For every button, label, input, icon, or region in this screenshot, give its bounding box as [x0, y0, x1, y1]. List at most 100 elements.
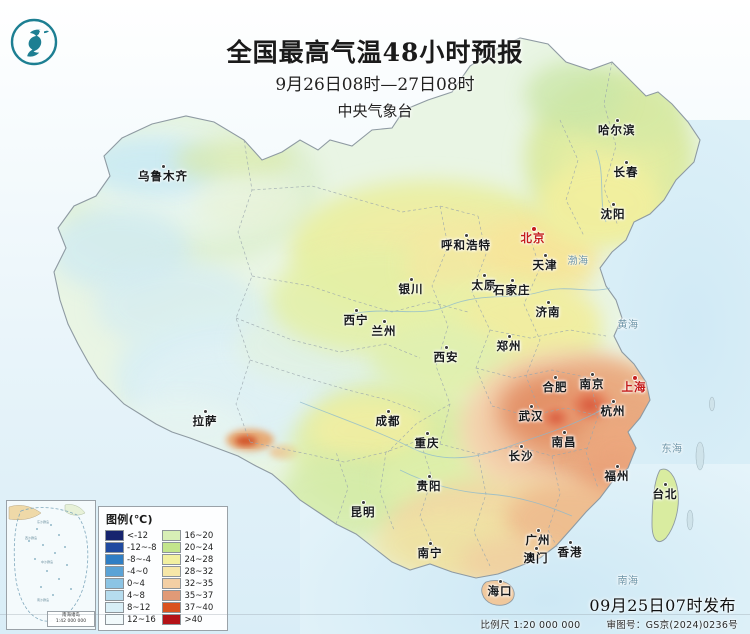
city-label: 呼和浩特	[441, 238, 491, 252]
city-marker-dot	[535, 547, 538, 550]
city-label: 福州	[604, 469, 630, 483]
legend-color-swatch	[162, 566, 182, 577]
city-marker-dot	[633, 376, 637, 380]
svg-text:西沙群岛: 西沙群岛	[25, 535, 37, 540]
city-marker-dot	[554, 376, 557, 379]
legend-row: 35~37	[162, 590, 213, 601]
city-label: 昆明	[350, 505, 376, 519]
legend-range-label: -4~0	[127, 566, 149, 577]
city-label: 银川	[398, 282, 424, 296]
city-label: 香港	[557, 545, 583, 559]
legend-color-swatch	[105, 614, 124, 625]
legend-row: 4~8	[105, 590, 156, 601]
city-marker-dot	[612, 203, 615, 206]
legend-color-swatch	[162, 614, 182, 625]
sea-label: 南海	[617, 576, 639, 587]
legend-color-swatch	[105, 590, 124, 601]
china-national-border	[53, 37, 701, 579]
legend-range-label: -12~-8	[127, 542, 157, 553]
legend-color-swatch	[105, 602, 124, 613]
city-label: 广州	[525, 533, 551, 547]
legend-row: 20~24	[162, 542, 213, 553]
inset-scale-value: 1:42 000 000	[55, 619, 87, 624]
city-marker-dot	[612, 400, 615, 403]
legend-color-swatch	[105, 554, 124, 565]
city-marker-dot	[664, 483, 667, 486]
city-marker-dot	[511, 279, 514, 282]
legend-row: -12~-8	[105, 542, 156, 553]
city-marker-dot	[547, 301, 550, 304]
city-marker-dot	[532, 227, 536, 231]
city-label: 石家庄	[493, 283, 531, 297]
legend-color-swatch	[162, 554, 182, 565]
legend-range-label: 35~37	[184, 590, 214, 601]
legend-color-swatch	[105, 530, 124, 541]
city-label: 太原	[471, 278, 497, 292]
city-marker-dot	[355, 309, 358, 312]
legend-range-label: 0~4	[127, 578, 145, 589]
city-label: 济南	[535, 305, 561, 319]
legend-row: 12~16	[105, 614, 156, 625]
city-marker-dot	[591, 373, 594, 376]
city-label: 沈阳	[600, 207, 626, 221]
issue-time: 09月25日07时发布	[589, 596, 736, 615]
legend-column-warm: 16~20 20~24 24~28 28~32 32~35 35~37 37~40 >40	[162, 530, 213, 625]
city-marker-dot	[569, 541, 572, 544]
city-label: 南京	[579, 377, 605, 391]
city-label: 西安	[433, 350, 459, 364]
city-label: 武汉	[518, 409, 544, 423]
legend-range-label: 16~20	[184, 530, 214, 541]
city-label: 天津	[532, 258, 558, 272]
legend-row: 37~40	[162, 602, 213, 613]
city-marker-dot	[616, 465, 619, 468]
legend-color-swatch	[105, 566, 124, 577]
legend-color-swatch	[162, 530, 182, 541]
legend-range-label: 28~32	[184, 566, 214, 577]
legend-range-label: 4~8	[127, 590, 145, 601]
legend-color-swatch	[162, 602, 182, 613]
sea-label: 东海	[661, 444, 683, 455]
legend-range-label: 24~28	[184, 554, 214, 565]
city-label: 台北	[652, 487, 678, 501]
taiwan-island	[651, 468, 679, 542]
inset-scale-bar: 南海诸岛 1:42 000 000	[47, 611, 95, 627]
footer-bar: 比例尺 1:20 000 000 审图号：GS京(2024)0236号	[0, 614, 750, 634]
legend-row: <-12	[105, 530, 156, 541]
city-marker-dot	[429, 542, 432, 545]
city-label: 哈尔滨	[598, 123, 636, 137]
city-label: 长春	[613, 165, 639, 179]
legend-range-label: 8~12	[127, 602, 151, 613]
legend-row: -8~-4	[105, 554, 156, 565]
legend-row: 8~12	[105, 602, 156, 613]
legend-range-label: >40	[184, 614, 203, 625]
legend-range-label: -8~-4	[127, 554, 152, 565]
city-marker-dot	[563, 431, 566, 434]
sea-label: 黄海	[617, 320, 639, 331]
map-scale: 比例尺 1:20 000 000	[480, 620, 581, 631]
city-marker-dot	[544, 254, 547, 257]
legend-row: 32~35	[162, 578, 213, 589]
city-label: 南昌	[551, 435, 577, 449]
svg-text:东沙群岛: 东沙群岛	[37, 519, 49, 524]
legend-row: 24~28	[162, 554, 213, 565]
city-marker-dot	[387, 410, 390, 413]
legend-row: 16~20	[162, 530, 213, 541]
legend-range-label: 12~16	[127, 614, 156, 625]
hainan-island	[481, 580, 515, 606]
city-marker-dot	[445, 346, 448, 349]
province-boundaries	[235, 61, 619, 567]
city-label: 西宁	[343, 313, 369, 327]
city-label: 兰州	[371, 324, 397, 338]
city-label: 长沙	[508, 449, 534, 463]
city-marker-dot	[616, 119, 619, 122]
city-label: 北京	[520, 231, 546, 245]
legend-color-swatch	[162, 590, 182, 601]
city-label: 上海	[621, 380, 647, 394]
city-marker-dot	[162, 165, 165, 168]
city-marker-dot	[625, 161, 628, 164]
legend-row: -4~0	[105, 566, 156, 577]
temperature-legend: 图例(℃) <-12 -12~-8 -8~-4 -4~0 0~4 4~8 8~12 12~16…	[98, 506, 228, 631]
legend-color-swatch	[162, 578, 182, 589]
